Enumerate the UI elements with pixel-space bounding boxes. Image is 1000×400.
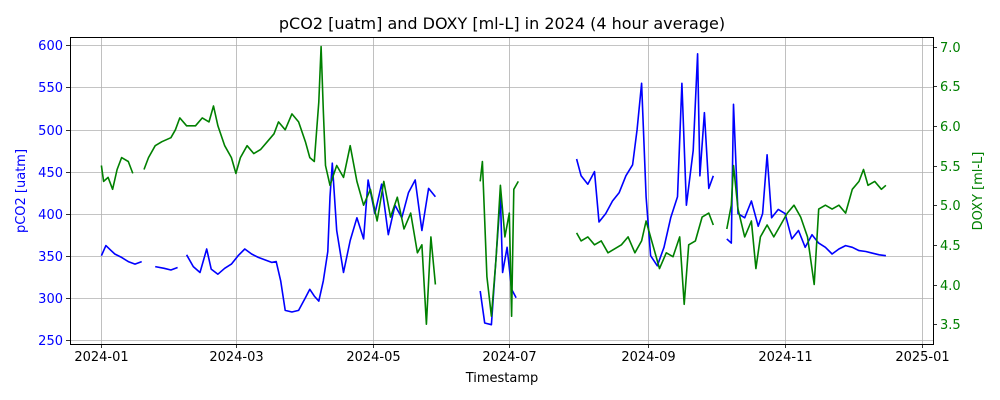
right-tick-label: 6.0 [940,120,961,135]
axis-layer: 2024-01 2024-03 2024-05 2024-07 2024-09 2024-… [38,39,961,365]
right-tick-label: 4.5 [940,239,961,254]
series-layer [100,45,887,326]
x-tick-label: 2024-01 [74,350,128,365]
left-tick-label: 600 [38,39,63,54]
left-tick-label: 350 [38,250,63,265]
doxy-line-segment [479,160,519,318]
pco2-line-segment [100,244,142,265]
x-tick-label: 2024-11 [758,350,812,365]
x-tick-label: 2024-09 [621,350,675,365]
right-tick-label: 5.5 [940,160,961,175]
left-tick-label: 250 [38,334,63,349]
x-tick-label: 2024-05 [346,350,400,365]
left-tick-label: 450 [38,166,63,181]
x-axis-label: Timestamp [465,371,539,386]
x-tick-label: 2025-01 [895,350,949,365]
x-tick-label: 2024-07 [482,350,536,365]
left-tick-label: 300 [38,292,63,307]
left-axis-label: pCO2 [uatm] [14,149,29,233]
pco2-line-segment [155,265,178,271]
left-tick-label: 500 [38,124,63,139]
left-tick-label: 400 [38,208,63,223]
doxy-line-segment [100,156,134,191]
left-tick-label: 550 [38,81,63,96]
right-tick-label: 3.5 [940,318,961,333]
pco2-line-segment [185,162,437,313]
right-tick-label: 5.0 [940,199,961,214]
x-tick-label: 2024-03 [209,350,263,365]
right-axis-label: DOXY [ml-L] [971,152,986,231]
doxy-line-segment [726,164,887,286]
right-tick-label: 4.0 [940,279,961,294]
pco2-line-segment [726,103,887,257]
doxy-line-segment [575,212,715,306]
pco2-line-segment [575,52,715,267]
doxy-line-segment [143,45,437,326]
plot-frame [70,37,934,345]
grid-layer [70,37,933,344]
chart-title: pCO2 [uatm] and DOXY [ml-L] in 2024 (4 h… [279,14,725,33]
right-tick-label: 7.0 [940,41,961,56]
right-tick-label: 6.5 [940,80,961,95]
